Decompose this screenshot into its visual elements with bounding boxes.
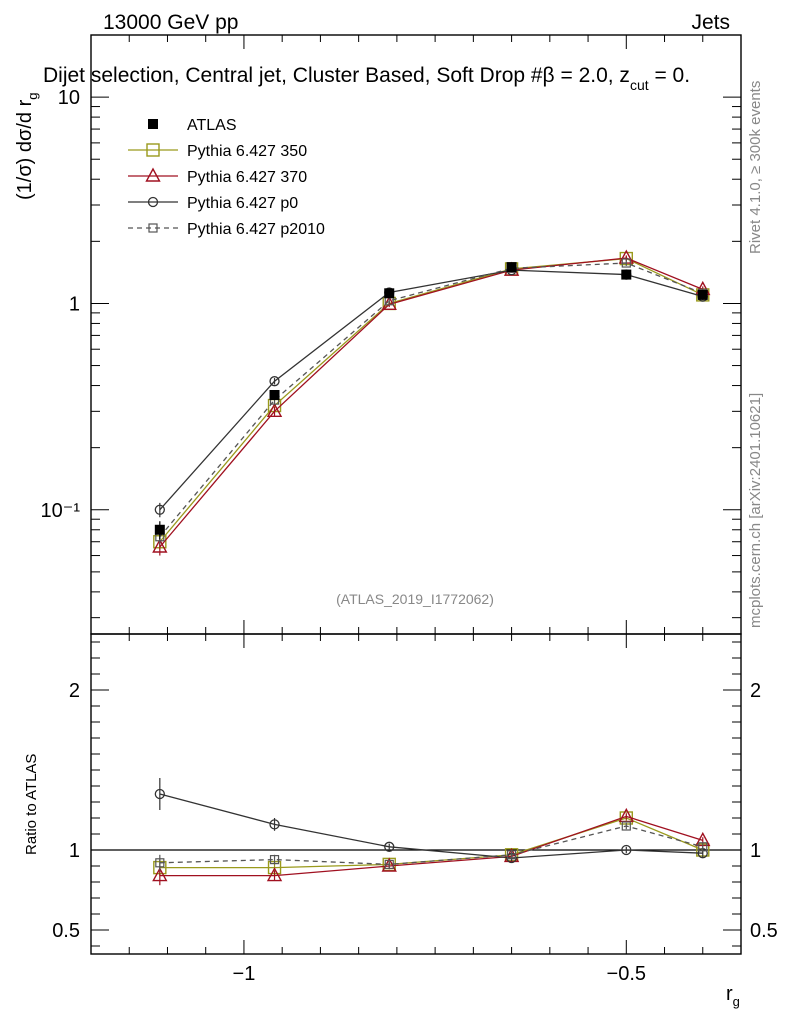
series-pythia-6-427-350 <box>153 251 710 550</box>
series-pythia-6-427-370 <box>152 249 711 556</box>
legend-label: ATLAS <box>187 117 237 134</box>
mcplots-label: mcplots.cern.ch [arXiv:2401.10621] <box>747 393 764 628</box>
ratio-y-tick-label: 0.5 <box>52 920 80 942</box>
series-line <box>159 257 704 548</box>
selection-subscript: cut <box>630 77 649 93</box>
ratio-point <box>506 850 517 860</box>
legend-item: ATLAS <box>148 117 237 134</box>
data-point <box>154 524 165 535</box>
series-pythia-6-427-p0 <box>154 264 708 518</box>
analysis-id: (ATLAS_2019_I1772062) <box>336 591 494 607</box>
ratio-line <box>159 825 703 866</box>
data-point <box>621 269 632 280</box>
legend-item: Pythia 6.427 p2010 <box>128 221 325 238</box>
legend-item: Pythia 6.427 p0 <box>128 195 298 212</box>
y-tick-label: 10⁻¹ <box>41 500 81 522</box>
main-series-group <box>152 249 711 556</box>
series-line <box>159 269 703 511</box>
selection-tail: = 0. <box>649 64 690 87</box>
ratio-point <box>155 858 165 868</box>
x-tick-label: −0.5 <box>607 963 646 985</box>
data-point <box>269 376 280 387</box>
data-point <box>697 289 708 300</box>
selection-text: Dijet selection, Central jet, Cluster Ba… <box>43 64 630 87</box>
data-point <box>506 262 517 273</box>
legend-marker <box>145 167 161 182</box>
energy-label: 13000 GeV pp <box>103 11 238 34</box>
ratio-y-tick-label-right: 2 <box>750 680 761 702</box>
legend-label: Pythia 6.427 p0 <box>187 195 298 212</box>
ratio-series-pythia-6-427-p0 <box>154 778 708 864</box>
ratio-panel-frame <box>90 633 742 955</box>
ratio-y-tick-label-right: 0.5 <box>750 920 778 942</box>
legend-marker <box>146 143 160 157</box>
data-point <box>154 504 165 515</box>
ratio-series-pythia-6-427-p2010 <box>155 821 708 871</box>
selection-label: Dijet selection, Central jet, Cluster Ba… <box>43 64 690 93</box>
main-y-label: (1/σ) dσ/d rg <box>14 93 40 201</box>
ratio-point <box>152 867 168 882</box>
data-point <box>621 258 631 268</box>
ratio-point <box>384 841 395 852</box>
ratio-point <box>269 854 280 865</box>
legend: ATLAS Pythia 6.427 350 Pythia 6.427 370 Pyt… <box>128 117 325 238</box>
data-point <box>152 538 168 553</box>
data-point <box>269 389 280 400</box>
ratio-point <box>384 859 394 870</box>
main-y-label-text: (1/σ) dσ/d r <box>14 99 36 200</box>
ratio-point <box>269 819 280 830</box>
legend-label: Pythia 6.427 370 <box>187 169 307 186</box>
ratio-point <box>621 821 631 831</box>
legend-item: Pythia 6.427 370 <box>128 167 307 186</box>
y-tick-label: 10 <box>58 87 80 109</box>
ratio-point <box>154 788 165 800</box>
ratio-point <box>621 844 632 856</box>
series-line <box>159 262 704 538</box>
x-axis-label-text: r <box>726 983 733 1005</box>
legend-marker <box>148 223 158 233</box>
series-atlas <box>154 262 708 540</box>
process-label: Jets <box>691 11 730 34</box>
legend-item: Pythia 6.427 350 <box>128 143 307 160</box>
main-y-label-sub: g <box>25 93 40 100</box>
ratio-line <box>159 793 703 859</box>
series-line <box>159 257 704 543</box>
ratio-y-label: Ratio to ATLAS <box>23 754 40 855</box>
ratio-point <box>266 867 283 882</box>
legend-marker <box>148 119 158 129</box>
ratio-line <box>159 815 703 877</box>
ratio-y-tick-label: 2 <box>69 680 80 702</box>
rivet-label: Rivet 4.1.0, ≥ 300k events <box>747 81 764 254</box>
legend-label: Pythia 6.427 350 <box>187 143 307 160</box>
data-point <box>266 402 283 418</box>
ratio-series-group <box>152 778 711 886</box>
ratio-point <box>381 857 397 872</box>
x-axis-label: rg <box>726 983 740 1009</box>
data-point <box>384 288 395 299</box>
ratio-y-tick-label: 1 <box>69 840 80 862</box>
ratio-y-tick-label-right: 1 <box>750 840 761 862</box>
x-tick-label: −1 <box>233 963 256 985</box>
legend-marker <box>147 196 159 208</box>
ratio-point <box>698 842 708 852</box>
ratio-axis-ticks: −1 −0.5 0.5 0.5 1 1 2 2 <box>52 634 778 985</box>
main-axis-ticks: 10⁻¹ 1 10 <box>41 34 742 634</box>
legend-label: Pythia 6.427 p2010 <box>187 221 325 238</box>
x-axis-label-sub: g <box>733 994 740 1009</box>
y-tick-label: 1 <box>69 293 80 315</box>
series-pythia-6-427-p2010 <box>155 258 708 545</box>
